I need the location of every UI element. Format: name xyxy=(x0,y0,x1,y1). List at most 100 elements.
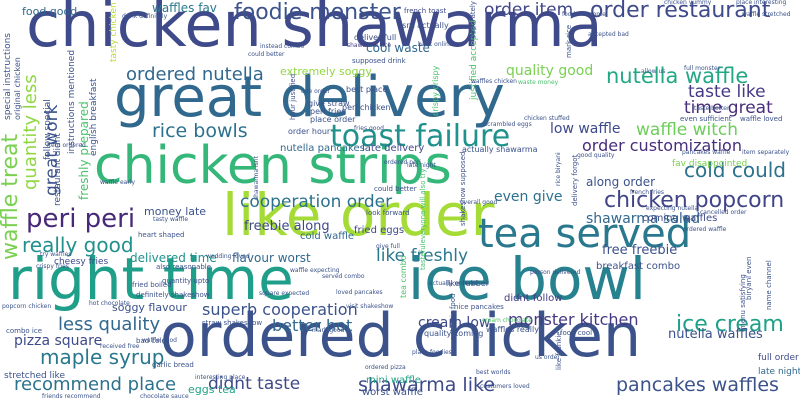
word: didnt taste xyxy=(208,374,301,394)
word: mini waffle xyxy=(366,375,421,386)
word: food cool xyxy=(560,329,593,337)
word: eggs tea xyxy=(188,383,236,396)
word: best place xyxy=(346,85,388,94)
word: isnt actually xyxy=(400,21,449,30)
word: give full xyxy=(376,243,400,250)
word: tea served xyxy=(478,211,692,257)
word: garlic bread xyxy=(152,361,194,369)
word: pizza square xyxy=(14,333,103,349)
word: taste like xyxy=(688,82,766,102)
word: us order xyxy=(535,354,560,361)
word: drink definitely xyxy=(122,13,168,20)
word: maple syrup xyxy=(40,345,165,369)
word: served combo xyxy=(322,273,365,280)
word: late delivery xyxy=(362,143,425,154)
word: mark rice xyxy=(565,24,573,58)
word: heart shaped xyxy=(138,231,185,239)
word: wedding loved xyxy=(206,253,250,260)
word: waffles chicken xyxy=(471,78,517,85)
word: tea combo xyxy=(399,255,408,298)
word: breakfast combo xyxy=(596,261,681,272)
word: hour justified xyxy=(289,73,297,120)
word: cool waste xyxy=(366,41,430,55)
word: chicken yummy xyxy=(664,0,712,6)
word: superb cooperation xyxy=(202,300,358,319)
word: deliver full xyxy=(354,33,397,42)
word: allow us xyxy=(641,68,666,75)
word: overall good xyxy=(460,199,498,206)
word: shawarma salad xyxy=(586,211,701,227)
word: flavour worst xyxy=(232,251,311,265)
word: cancelled order xyxy=(700,209,747,216)
word: french toast xyxy=(404,7,447,15)
word: one order xyxy=(301,88,331,95)
word: waffle loved xyxy=(740,115,783,123)
word: scrambled eggs xyxy=(484,121,532,128)
word: full order xyxy=(758,353,799,363)
word: late night xyxy=(758,367,800,377)
word: peri chicken xyxy=(342,103,391,112)
word: chicken shawarma xyxy=(26,0,603,61)
word: quantity upto xyxy=(162,277,210,285)
word: bad cold xyxy=(136,337,166,345)
word: recommend place xyxy=(14,374,177,395)
word: peri fries xyxy=(310,107,346,116)
word: foodie monster xyxy=(234,0,401,25)
word: expecting nutella xyxy=(646,205,699,212)
word: nutella waffle xyxy=(606,64,749,88)
word: cooperation order xyxy=(240,192,393,212)
word: place order xyxy=(310,115,356,124)
word: stretched like xyxy=(4,371,65,381)
word: great delivery xyxy=(114,65,505,130)
word: ordered chicken xyxy=(160,301,641,371)
word: ice bowl xyxy=(408,245,646,313)
word: ordered nutella xyxy=(126,64,264,85)
word: soggy flavour xyxy=(112,301,187,314)
word: freebie along xyxy=(244,219,330,234)
word: fries good xyxy=(354,125,384,132)
word: time great xyxy=(684,98,773,118)
word: waffle good xyxy=(142,337,177,344)
word: delivered time xyxy=(130,251,217,265)
word: could better xyxy=(248,51,285,58)
word: biryani even xyxy=(745,256,753,301)
word: nutella pancakes xyxy=(280,143,365,154)
word: really good xyxy=(22,233,134,257)
word: tasty chicken xyxy=(109,2,119,62)
word: tastefuleveryone will also try xyxy=(419,168,427,270)
word: english breakfast xyxy=(89,78,99,156)
word: back online xyxy=(418,41,453,48)
word: look forward xyxy=(366,209,410,217)
word: waffle witch xyxy=(636,120,739,140)
word: rice biryani xyxy=(555,152,562,186)
word: monster kitchen xyxy=(508,310,639,329)
word: received free xyxy=(100,343,140,350)
word: even sufficient xyxy=(680,115,732,123)
word: item separately xyxy=(742,149,790,156)
word: better hot xyxy=(272,316,353,335)
word: friends recommend xyxy=(42,393,101,400)
word: visit shakeshow xyxy=(346,303,394,310)
word: shawarma rice xyxy=(347,42,392,49)
word: ordered peri xyxy=(384,159,421,166)
word: delivery forgot xyxy=(571,154,579,206)
word: square expected xyxy=(259,290,310,297)
word: give straw xyxy=(308,99,350,108)
word: cold waffle xyxy=(300,231,355,242)
word: supposed drink xyxy=(352,57,406,65)
word: mark good xyxy=(312,327,345,334)
word: ordered waffle xyxy=(683,226,727,233)
word: late night xyxy=(407,162,436,169)
word: name channel xyxy=(765,260,773,310)
word: item ordered xyxy=(47,142,86,149)
word: pancakes waffle xyxy=(682,149,731,156)
word: waffle treat xyxy=(0,133,23,260)
word: definitely shakeshow xyxy=(136,291,210,299)
word: quality good xyxy=(506,63,594,79)
word: toast failure xyxy=(330,119,511,154)
word: loved pancakes xyxy=(336,289,383,296)
word: pathetic food xyxy=(449,293,457,340)
word: crispy crispy xyxy=(431,65,440,116)
word: nutella waffles xyxy=(668,327,763,342)
